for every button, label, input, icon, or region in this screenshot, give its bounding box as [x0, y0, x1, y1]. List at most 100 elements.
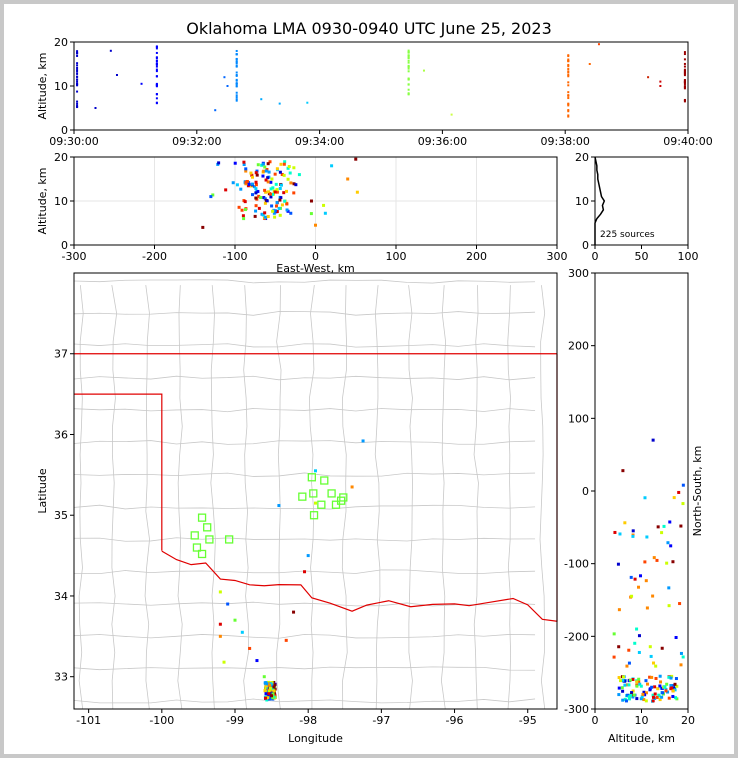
source-point	[361, 439, 365, 443]
source-point	[265, 694, 269, 698]
source-point	[652, 661, 656, 665]
source-point	[269, 187, 273, 191]
source-point	[679, 663, 683, 667]
source-point	[597, 43, 600, 46]
source-point	[350, 485, 354, 489]
source-point	[637, 680, 641, 684]
source-point	[263, 188, 267, 192]
source-point	[235, 94, 238, 97]
source-point	[655, 558, 659, 562]
source-point	[76, 106, 79, 109]
county-line	[73, 343, 536, 348]
source-point	[683, 99, 686, 102]
source-point	[407, 93, 410, 96]
source-point	[678, 602, 682, 606]
source-point	[155, 101, 158, 104]
lma-station	[307, 473, 316, 482]
county-line	[73, 504, 536, 510]
source-point	[266, 176, 270, 180]
source-point	[407, 54, 410, 57]
x-tick-label: 09:34:00	[295, 135, 344, 148]
source-point	[76, 80, 79, 83]
x-tick-label: 0	[592, 250, 599, 263]
source-point	[407, 67, 410, 70]
source-point	[635, 680, 639, 684]
source-point	[643, 560, 647, 564]
source-point	[292, 610, 296, 614]
county-line	[210, 285, 216, 710]
source-point	[269, 694, 273, 698]
source-point	[254, 204, 258, 208]
source-point	[683, 53, 686, 56]
source-point	[201, 225, 205, 229]
source-point	[155, 82, 158, 85]
source-point	[155, 75, 158, 78]
source-point	[667, 696, 671, 700]
x-tick-label: 09:38:00	[540, 135, 589, 148]
sources-count-label: 225 sources	[600, 230, 655, 240]
source-point	[279, 183, 283, 187]
x-tick-label: -100	[223, 250, 248, 263]
source-point	[285, 208, 289, 212]
source-point	[265, 168, 269, 172]
source-point	[280, 203, 284, 207]
source-point	[683, 85, 686, 88]
source-point	[267, 692, 271, 696]
source-point	[683, 62, 686, 65]
state-border-panhandle	[74, 393, 163, 551]
source-point	[264, 190, 268, 194]
source-point	[209, 195, 213, 199]
source-point	[407, 49, 410, 52]
source-point	[627, 697, 631, 701]
source-point	[226, 602, 230, 606]
source-point	[262, 675, 266, 679]
source-point	[330, 164, 334, 168]
source-point	[407, 51, 410, 54]
source-point	[288, 171, 292, 175]
y-tick-label: 34	[54, 590, 68, 603]
histogram-line	[594, 156, 606, 245]
state-border-red-river	[161, 550, 558, 622]
source-point	[278, 170, 282, 174]
source-point	[683, 70, 686, 73]
source-point	[240, 630, 244, 634]
source-point	[275, 210, 279, 214]
source-point	[274, 204, 278, 208]
source-point	[294, 183, 298, 187]
y-tick-label: 0	[61, 239, 68, 252]
source-point	[261, 162, 265, 166]
source-point	[282, 162, 286, 166]
source-point	[76, 70, 79, 73]
source-point	[407, 59, 410, 62]
source-point	[271, 687, 275, 691]
lma-station	[331, 500, 341, 509]
source-point	[665, 561, 669, 565]
x-tick-label: 100	[386, 250, 407, 263]
source-point	[282, 191, 286, 195]
lma-station	[327, 489, 336, 498]
source-point	[155, 68, 158, 71]
source-point	[659, 85, 662, 87]
source-point	[617, 676, 621, 680]
source-point	[155, 65, 158, 68]
y-tick-label: 10	[54, 80, 68, 93]
source-point	[94, 107, 97, 109]
source-point	[254, 196, 258, 200]
source-point	[255, 169, 259, 173]
source-point	[612, 655, 616, 659]
source-point	[255, 659, 259, 663]
source-point	[630, 594, 634, 598]
source-point	[267, 190, 271, 194]
x-tick-label: 0	[592, 714, 599, 727]
x-tick-label: -96	[446, 714, 464, 727]
source-point	[235, 96, 238, 99]
x-tick-label: 09:36:00	[418, 135, 467, 148]
x-tick-label: -95	[519, 714, 537, 727]
source-point	[76, 100, 79, 103]
source-point	[155, 97, 158, 100]
source-point	[256, 163, 260, 167]
source-point	[268, 160, 272, 164]
source-point	[155, 70, 158, 73]
source-point	[273, 190, 277, 194]
source-point	[637, 650, 641, 654]
